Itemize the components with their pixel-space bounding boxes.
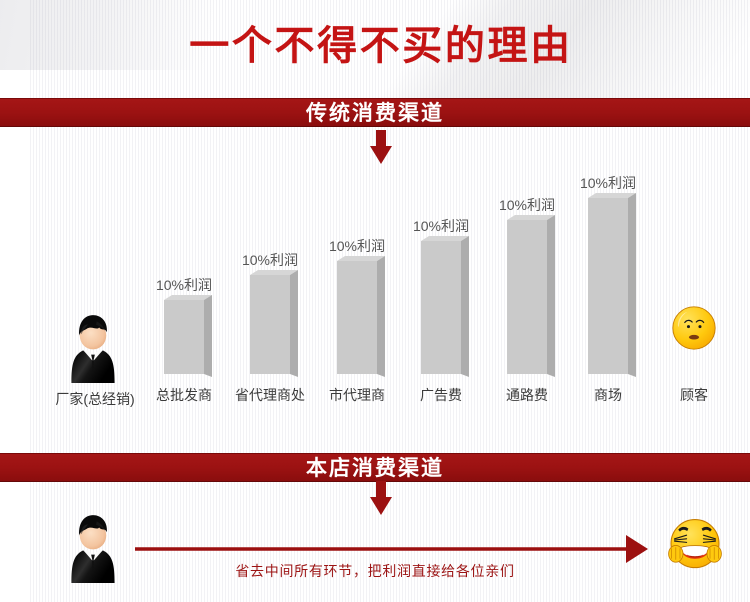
svg-text:总批发商: 总批发商 bbox=[156, 387, 212, 403]
svg-text:10%利润: 10%利润 bbox=[499, 197, 555, 213]
svg-text:广告费: 广告费 bbox=[420, 387, 462, 403]
svg-text:10%利润: 10%利润 bbox=[580, 175, 636, 191]
svg-text:10%利润: 10%利润 bbox=[329, 238, 385, 254]
svg-text:10%利润: 10%利润 bbox=[242, 252, 298, 268]
svg-text:10%利润: 10%利润 bbox=[156, 277, 212, 293]
svg-text:顾客: 顾客 bbox=[680, 387, 708, 403]
svg-text:商场: 商场 bbox=[594, 387, 622, 403]
svg-text:市代理商: 市代理商 bbox=[329, 387, 385, 403]
svg-text:省代理商处: 省代理商处 bbox=[235, 387, 305, 403]
svg-text:10%利润: 10%利润 bbox=[413, 218, 469, 234]
svg-text:通路费: 通路费 bbox=[506, 387, 548, 403]
